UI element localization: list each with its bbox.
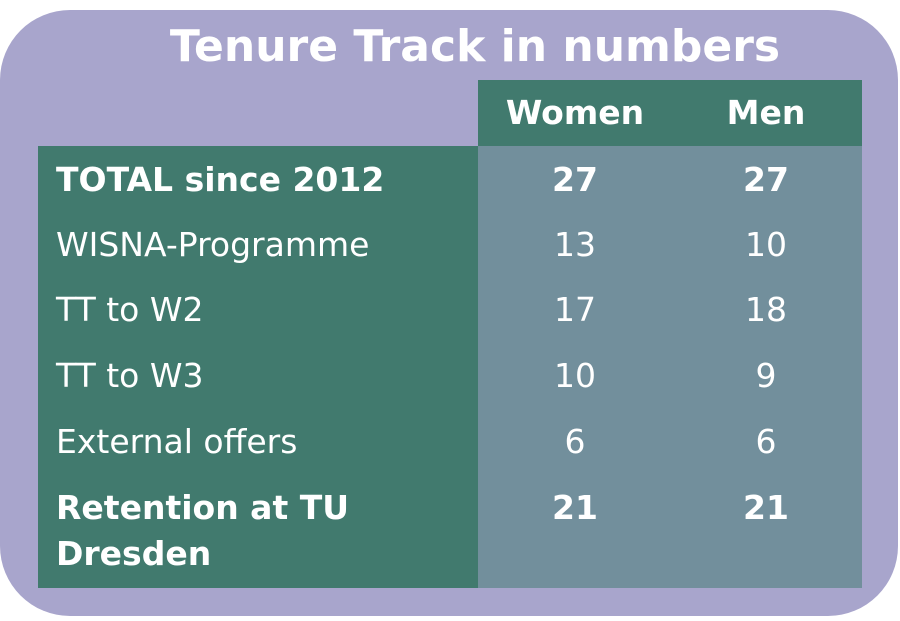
row-label: TT to W3: [56, 356, 204, 395]
cell-value: 27: [552, 160, 598, 199]
row-label: External offers: [56, 422, 298, 461]
title: Tenure Track in numbers: [169, 21, 781, 72]
row-label: TT to W2: [56, 290, 204, 329]
cell-value: 21: [743, 488, 789, 527]
label-column: [38, 146, 478, 588]
row-label: WISNA-Programme: [56, 225, 370, 264]
row-label: Retention at TU Dresden: [56, 488, 350, 573]
value-column: [478, 146, 862, 588]
row-label: TOTAL since 2012: [56, 160, 385, 199]
cell-value: 21: [552, 488, 598, 527]
cell-value: 6: [755, 422, 777, 461]
cell-value: 13: [554, 225, 596, 264]
cell-value: 17: [554, 290, 596, 329]
cell-value: 10: [745, 225, 787, 264]
cell-value: 9: [755, 356, 777, 395]
column-header: Women: [505, 93, 645, 132]
header-band: [478, 80, 862, 146]
cell-value: 18: [745, 290, 787, 329]
column-header: Men: [726, 93, 806, 132]
cell-value: 27: [743, 160, 789, 199]
cell-value: 6: [564, 422, 586, 461]
cell-value: 10: [554, 356, 596, 395]
